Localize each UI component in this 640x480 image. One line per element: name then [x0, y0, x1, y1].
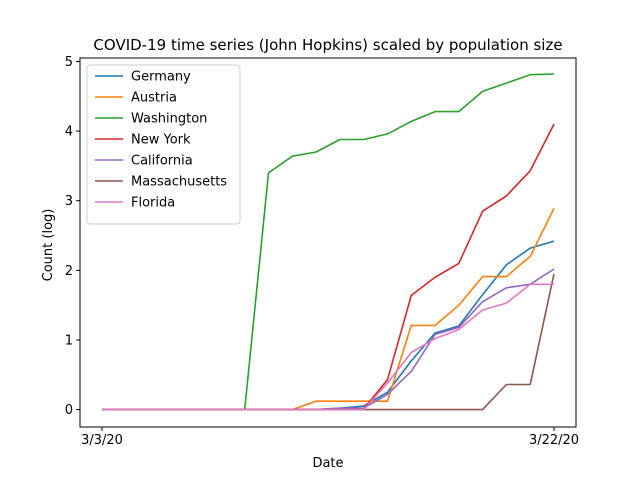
legend-label-california: California	[131, 154, 193, 169]
y-tick-label: 2	[65, 264, 73, 279]
y-tick-label: 1	[65, 333, 73, 348]
series-layer	[102, 73, 555, 411]
x-axis-label: Date	[312, 456, 343, 471]
x-tick-label: 3/22/20	[529, 433, 579, 448]
series-line-germany	[102, 240, 555, 411]
series-line-massachusetts	[102, 273, 555, 411]
y-tick-label: 4	[65, 125, 73, 140]
legend-box	[86, 64, 241, 225]
plot-frame	[79, 57, 577, 428]
y-tick-label: 0	[65, 403, 73, 418]
y-axis: 0 1 2 3 4 5	[65, 55, 80, 418]
series-line-florida	[102, 283, 554, 411]
legend-label-florida: Florida	[131, 196, 175, 211]
legend-label-austria: Austria	[131, 91, 177, 106]
y-tick-label: 3	[65, 194, 73, 209]
legend: Germany Austria Washington New York Californ…	[86, 64, 241, 225]
chart-title: COVID-19 time series (John Hopkins) scal…	[93, 36, 562, 54]
legend-label-new-york: New York	[131, 133, 191, 148]
y-tick-label: 5	[65, 55, 73, 70]
legend-label-massachusetts: Massachusetts	[131, 175, 227, 190]
legend-label-germany: Germany	[131, 70, 191, 85]
x-axis: 3/3/20 3/22/20	[81, 427, 579, 448]
x-tick-label: 3/3/20	[81, 433, 123, 448]
y-axis-label: Count (log)	[41, 209, 56, 282]
legend-label-washington: Washington	[131, 112, 207, 127]
